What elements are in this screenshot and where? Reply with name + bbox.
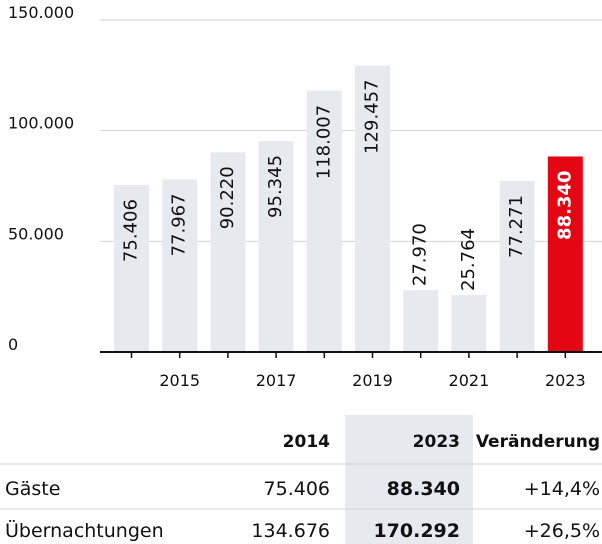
bar	[499, 180, 535, 352]
table-cell: 170.292	[373, 520, 460, 542]
bar	[162, 179, 198, 352]
table-cell: +14,4%	[524, 478, 600, 500]
x-tick-label: 2021	[449, 371, 490, 390]
value-label: 95.345	[265, 155, 286, 218]
value-label: 77.271	[506, 195, 527, 258]
value-label: 90.220	[217, 166, 238, 229]
y-tick-label: 50.000	[8, 224, 64, 243]
bar	[451, 294, 487, 352]
bar	[547, 156, 583, 352]
table-cell: 88.340	[387, 478, 460, 500]
row-label: Gäste	[5, 478, 60, 500]
bar	[114, 185, 149, 352]
value-label: 129.457	[362, 79, 383, 153]
x-tick-label: 2019	[352, 371, 393, 390]
value-label: 75.406	[121, 199, 142, 262]
value-label: 118.007	[313, 105, 334, 179]
bar	[306, 90, 342, 353]
bar	[258, 140, 294, 352]
table-cell: 75.406	[264, 478, 330, 500]
value-label: 25.764	[458, 228, 479, 291]
bar	[355, 65, 390, 352]
value-label: 27.970	[410, 223, 431, 286]
y-tick-label: 150.000	[8, 3, 74, 22]
y-tick-label: 100.000	[8, 114, 74, 133]
y-tick-label: 0	[8, 335, 18, 354]
table-header: 2023	[413, 432, 460, 452]
table-header: Veränderung	[476, 432, 600, 452]
x-tick-label: 2015	[159, 371, 200, 390]
table-cell: 134.676	[251, 520, 330, 542]
table-cell: +26,5%	[524, 520, 600, 542]
x-tick-label: 2017	[256, 371, 297, 390]
table-header: 2014	[283, 432, 330, 452]
highlight-column	[345, 415, 473, 544]
bar	[210, 152, 246, 352]
bar	[403, 290, 439, 352]
row-label: Übernachtungen	[5, 519, 164, 542]
value-label: 88.340	[554, 170, 575, 239]
value-label: 77.967	[169, 193, 190, 256]
x-tick-label: 2023	[545, 371, 586, 390]
